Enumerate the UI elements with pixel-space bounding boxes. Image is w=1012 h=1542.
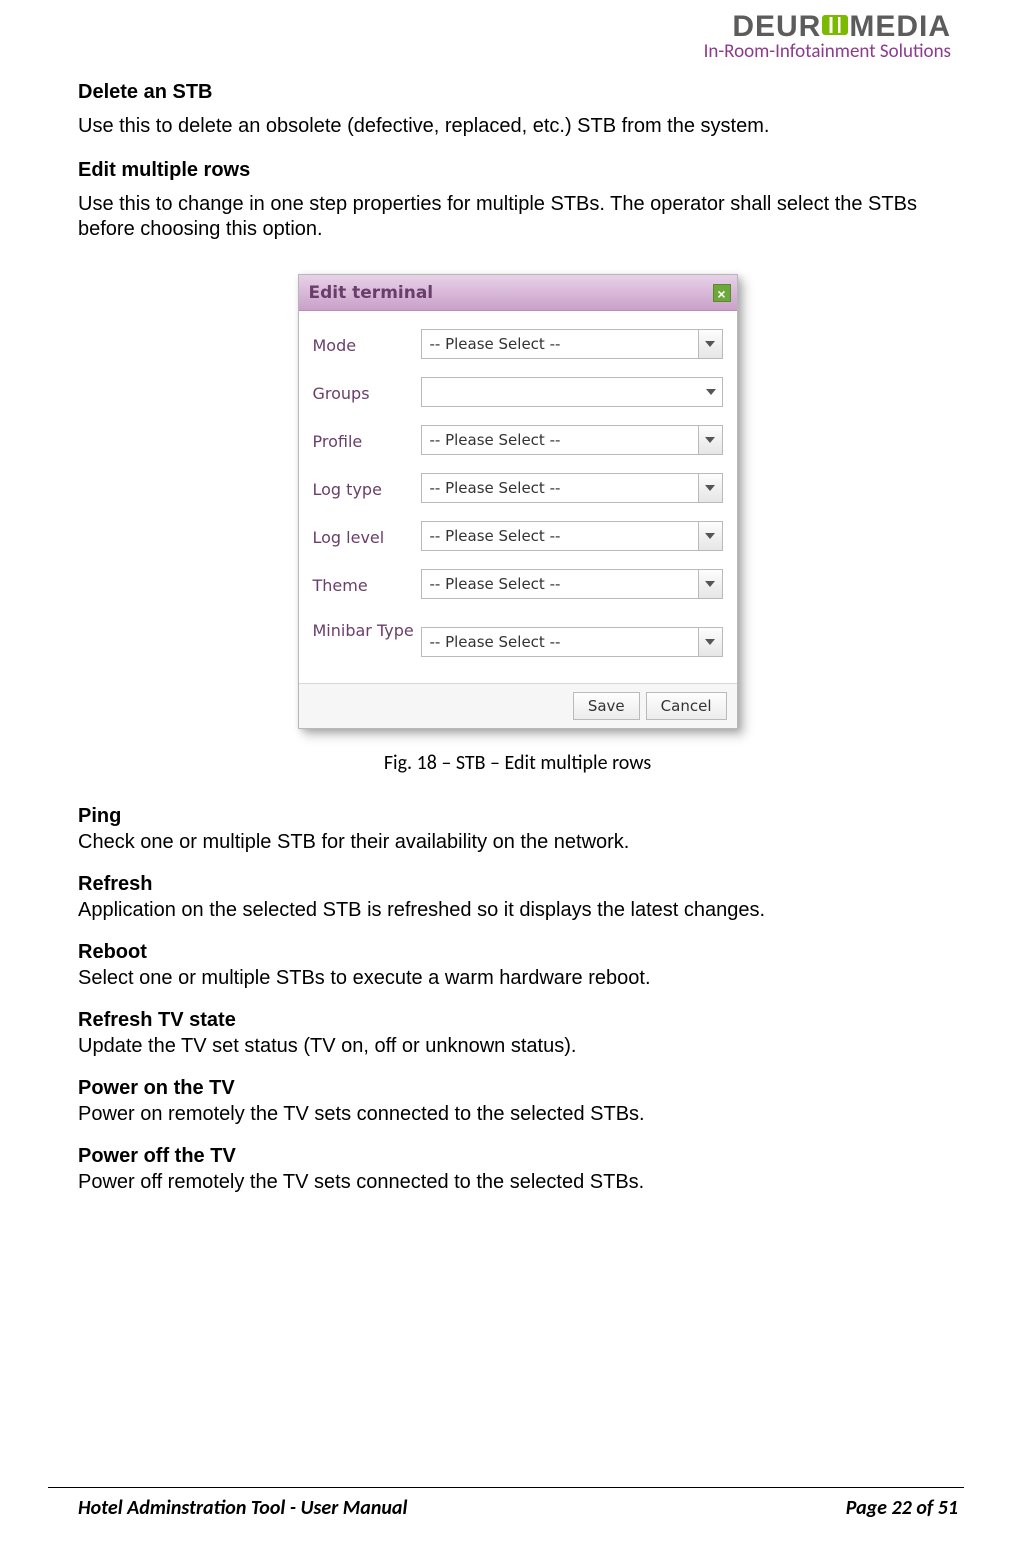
mode-select[interactable]: -- Please Select -- (421, 329, 723, 359)
field-label-logtype: Log type (313, 476, 421, 499)
dialog-title-text: Edit terminal (309, 283, 434, 303)
section-body: Update the TV set status (TV on, off or … (78, 1034, 957, 1059)
field-label-theme: Theme (313, 572, 421, 595)
section-heading: Reboot (78, 941, 957, 964)
minibar-select[interactable]: -- Please Select -- (421, 627, 723, 657)
field-label-loglevel: Log level (313, 524, 421, 547)
chevron-down-icon (698, 330, 722, 358)
groups-select[interactable] (421, 377, 723, 407)
section-heading: Power off the TV (78, 1145, 957, 1168)
brand-header: DEUR MEDIA In-Room-Infotainment Solution… (78, 10, 957, 63)
chevron-down-icon (698, 570, 722, 598)
section-heading: Ping (78, 805, 957, 828)
section-heading: Edit multiple rows (78, 159, 957, 182)
section-body: Power on remotely the TV sets connected … (78, 1102, 957, 1127)
field-label-profile: Profile (313, 428, 421, 451)
logo-text-right: MEDIA (849, 10, 951, 44)
field-label-groups: Groups (313, 380, 421, 403)
chevron-down-icon (698, 522, 722, 550)
chevron-down-icon (698, 474, 722, 502)
field-label-minibar: Minibar Type (313, 617, 421, 640)
section-body: Check one or multiple STB for their avai… (78, 830, 957, 855)
select-value: -- Please Select -- (430, 527, 561, 545)
logo-text-left: DEUR (732, 10, 821, 44)
select-value: -- Please Select -- (430, 431, 561, 449)
section-heading: Refresh (78, 873, 957, 896)
brand-tagline: In-Room-Infotainment Solutions (78, 40, 951, 63)
section-heading: Power on the TV (78, 1077, 957, 1100)
section-body: Use this to delete an obsolete (defectiv… (78, 114, 957, 139)
chevron-down-icon (700, 378, 722, 406)
chevron-down-icon (698, 426, 722, 454)
footer-divider (48, 1487, 964, 1488)
logo-icon (822, 15, 848, 35)
section-body: Use this to change in one step propertie… (78, 192, 957, 242)
save-button[interactable]: Save (573, 692, 640, 720)
section-heading: Refresh TV state (78, 1009, 957, 1032)
select-value: -- Please Select -- (430, 575, 561, 593)
section-body: Power off remotely the TV sets connected… (78, 1170, 957, 1195)
section-body: Application on the selected STB is refre… (78, 898, 957, 923)
dialog-footer: Save Cancel (299, 683, 737, 728)
theme-select[interactable]: -- Please Select -- (421, 569, 723, 599)
chevron-down-icon (698, 628, 722, 656)
logtype-select[interactable]: -- Please Select -- (421, 473, 723, 503)
edit-terminal-dialog: Edit terminal × Mode -- Please Select --… (298, 274, 738, 729)
field-label-mode: Mode (313, 332, 421, 355)
footer-left: Hotel Adminstration Tool - User Manual (78, 1496, 407, 1520)
footer-right: Page 22 of 51 (846, 1496, 958, 1520)
brand-logo: DEUR MEDIA (732, 10, 951, 44)
page-footer: Hotel Adminstration Tool - User Manual P… (0, 1487, 1012, 1520)
cancel-button[interactable]: Cancel (646, 692, 727, 720)
figure: Edit terminal × Mode -- Please Select --… (78, 274, 957, 775)
figure-caption: Fig. 18 – STB – Edit multiple rows (78, 751, 957, 775)
select-value: -- Please Select -- (430, 479, 561, 497)
section-heading: Delete an STB (78, 81, 957, 104)
section-body: Select one or multiple STBs to execute a… (78, 966, 957, 991)
close-icon[interactable]: × (713, 284, 731, 302)
select-value: -- Please Select -- (430, 633, 561, 651)
dialog-titlebar: Edit terminal × (299, 275, 737, 311)
dialog-body: Mode -- Please Select -- Groups (299, 311, 737, 683)
select-value: -- Please Select -- (430, 335, 561, 353)
loglevel-select[interactable]: -- Please Select -- (421, 521, 723, 551)
profile-select[interactable]: -- Please Select -- (421, 425, 723, 455)
